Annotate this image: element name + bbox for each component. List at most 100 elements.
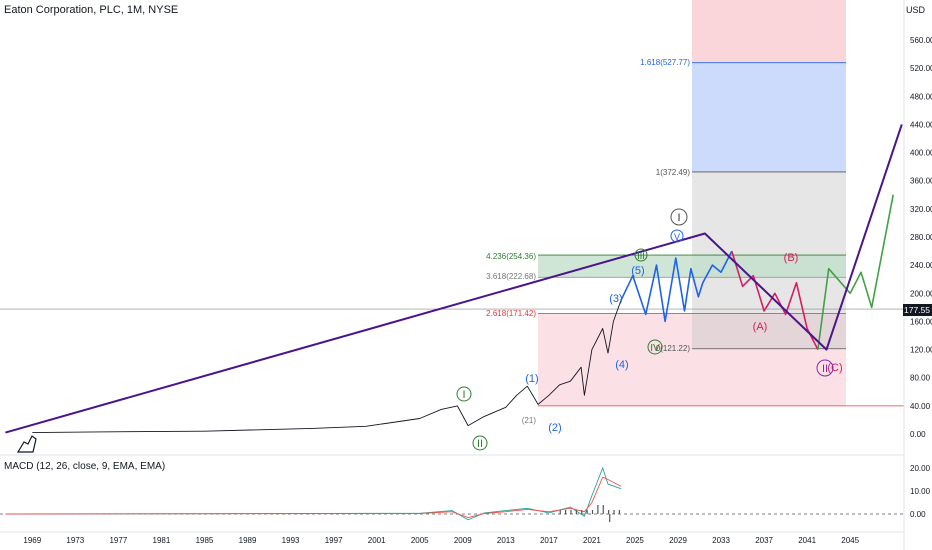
macd-histogram-bar bbox=[586, 510, 588, 514]
macd-histogram-bar bbox=[618, 510, 621, 514]
wave-circle-IV bbox=[647, 339, 663, 355]
x-tick-label: 1985 bbox=[196, 536, 214, 545]
wave-label-2: (2) bbox=[548, 422, 561, 434]
wave-circle-V bbox=[670, 229, 684, 243]
wave-label-1: (1) bbox=[525, 373, 538, 385]
price-badge-bg bbox=[903, 304, 932, 316]
y-tick-label: 360.00 bbox=[910, 177, 932, 186]
macd-histogram-bar bbox=[597, 505, 599, 514]
x-tick-label: 2005 bbox=[411, 536, 429, 545]
macd-histogram-bar bbox=[613, 510, 615, 514]
y-tick-label: 480.00 bbox=[910, 92, 932, 101]
wave-circle-I bbox=[456, 386, 472, 402]
x-tick-label: 2017 bbox=[540, 536, 558, 545]
fib-label-3618: 3.618(222.68) bbox=[486, 272, 536, 281]
fib-label-4236: 4.236(254.36) bbox=[486, 252, 536, 261]
wave-label-B: (B) bbox=[784, 252, 799, 264]
series-layer bbox=[5, 124, 903, 434]
x-tick-label: 2013 bbox=[497, 536, 515, 545]
macd-title: MACD (12, 26, close, 9, EMA, EMA) bbox=[4, 461, 166, 472]
wave-label-III-green: III bbox=[637, 251, 645, 261]
currency-label: USD bbox=[906, 5, 926, 15]
fib-label-1618: 1.618(527.77) bbox=[640, 58, 690, 67]
x-tick-label: 1969 bbox=[23, 536, 41, 545]
wave-label-I-green: I bbox=[462, 389, 465, 401]
macd-histogram-bar bbox=[608, 510, 610, 514]
projection-red-line bbox=[731, 250, 819, 350]
price-history-line bbox=[32, 300, 622, 434]
wave-label-V: V bbox=[674, 232, 680, 242]
x-tick-label: 1973 bbox=[66, 536, 84, 545]
x-tick-label: 1981 bbox=[153, 536, 171, 545]
x-tick-label: 1997 bbox=[325, 536, 343, 545]
y-tick-label: 440.00 bbox=[910, 120, 932, 129]
y-tick-label: 400.00 bbox=[910, 149, 932, 158]
x-tick-label: 2025 bbox=[626, 536, 644, 545]
x-tick-label: 2041 bbox=[798, 536, 816, 545]
fib-label-2618: 2.618(171.42) bbox=[486, 309, 536, 318]
projection-blue-line bbox=[620, 250, 733, 323]
trend-line bbox=[5, 124, 903, 434]
price-badge: 177.55 bbox=[904, 305, 930, 315]
fib-blue-zone bbox=[692, 62, 846, 172]
y-tick-label: 80.00 bbox=[910, 374, 931, 383]
macd-line bbox=[5, 466, 622, 521]
fib-label-1: 1(372.49) bbox=[656, 168, 691, 177]
macd-layer bbox=[5, 466, 622, 522]
x-axis: 1969 1973 1977 1981 1985 1989 1993 1997 2001 2005… bbox=[23, 536, 859, 545]
wave-circle-II bbox=[472, 435, 488, 451]
x-tick-label: 2021 bbox=[583, 536, 601, 545]
macd-histogram-bar bbox=[591, 510, 594, 514]
fib-labels: 1.618(527.77) 1(372.49) 4.236(254.36) 3.… bbox=[486, 58, 690, 425]
macd-histogram-bar bbox=[570, 510, 572, 514]
wave-label-5: (5) bbox=[631, 265, 644, 277]
x-tick-label: 2029 bbox=[669, 536, 687, 545]
wave-circle-I-dark bbox=[670, 208, 688, 226]
y-tick-label: 120.00 bbox=[910, 346, 932, 355]
macd-tick-0: 0.00 bbox=[910, 510, 926, 519]
wave-labels: I II (1) (2) (3) (4) (5) III IV I V (A) … bbox=[456, 208, 843, 451]
macd-tick-20: 20.00 bbox=[910, 464, 931, 473]
wave-label-IV-green: IV bbox=[650, 343, 660, 354]
x-tick-label: 2045 bbox=[841, 536, 859, 545]
y-tick-label: 200.00 bbox=[910, 289, 932, 298]
y-tick-label: 320.00 bbox=[910, 205, 932, 214]
y-tick-label: 520.00 bbox=[910, 64, 932, 73]
y-tick-label: 0.00 bbox=[910, 430, 926, 439]
fib-red-zone bbox=[538, 313, 846, 406]
fib-green-zone bbox=[538, 255, 846, 278]
macd-histogram-bar bbox=[559, 510, 561, 514]
y-tick-label: 160.00 bbox=[910, 317, 932, 326]
macd-signal-line bbox=[5, 476, 622, 518]
y-tick-label: 560.00 bbox=[910, 36, 932, 45]
x-tick-label: 2009 bbox=[454, 536, 472, 545]
fib-top-red-zone bbox=[692, 0, 846, 63]
fib-label-0-lower: (21) bbox=[522, 416, 537, 425]
wave-label-II-purple: II bbox=[822, 363, 828, 375]
macd-tick-10: 10.00 bbox=[910, 487, 931, 496]
macd-histogram-bar bbox=[565, 510, 567, 514]
wave-label-C: (C) bbox=[827, 362, 842, 374]
macd-histogram-bar bbox=[581, 510, 583, 514]
wave-label-A: (A) bbox=[753, 321, 768, 333]
macd-histogram-bar bbox=[575, 510, 577, 514]
wave-label-II-green: II bbox=[477, 438, 483, 450]
fib-label-0: 0(121.22) bbox=[656, 344, 691, 353]
projection-green-line bbox=[817, 194, 894, 350]
tradingview-logo-icon bbox=[16, 435, 37, 453]
fib-lines bbox=[538, 62, 904, 407]
macd-histogram-bar bbox=[609, 514, 611, 522]
macd-histogram-bar bbox=[602, 505, 604, 514]
x-tick-label: 1993 bbox=[282, 536, 300, 545]
x-tick-label: 2037 bbox=[755, 536, 773, 545]
x-tick-label: 1977 bbox=[109, 536, 127, 545]
y-tick-label: 280.00 bbox=[910, 233, 932, 242]
x-tick-label: 2033 bbox=[712, 536, 730, 545]
y-tick-label: 240.00 bbox=[910, 261, 932, 270]
wave-circle-III bbox=[634, 248, 648, 262]
x-tick-label: 2001 bbox=[368, 536, 386, 545]
y-tick-label: 40.00 bbox=[910, 402, 931, 411]
wave-label-I-dark: I bbox=[677, 212, 680, 224]
wave-label-3: (3) bbox=[609, 293, 622, 305]
